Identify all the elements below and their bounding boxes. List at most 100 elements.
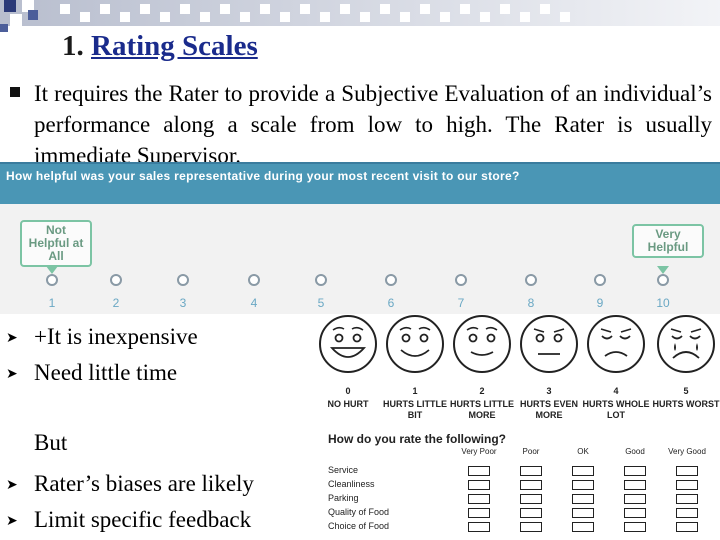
scale-option-6[interactable] [385, 274, 397, 286]
survey-checkbox[interactable] [624, 522, 646, 532]
arrow-bullet-icon: ➤ [6, 331, 18, 346]
face-label: NO HURT [327, 399, 369, 409]
survey-checkbox[interactable] [520, 466, 542, 476]
survey-checkbox[interactable] [624, 494, 646, 504]
main-bullet: It requires the Rater to provide a Subje… [6, 78, 712, 171]
scale-option-4[interactable] [248, 274, 260, 286]
face-neutral-icon [520, 315, 578, 373]
high-pointer-icon [657, 266, 669, 274]
survey-checkbox[interactable] [520, 494, 542, 504]
arrow-bullet-icon: ➤ [6, 478, 18, 493]
face-label: HURTS EVEN MORE [519, 399, 578, 420]
survey-checkbox[interactable] [572, 508, 594, 518]
survey-row-label: Choice of Food [328, 521, 390, 531]
survey-checkbox[interactable] [572, 466, 594, 476]
survey-row-label: Service [328, 465, 359, 475]
scale-option-1[interactable] [46, 274, 58, 286]
scale-option-2[interactable] [110, 274, 122, 286]
survey-checkbox[interactable] [676, 508, 698, 518]
scale-number: 6 [387, 296, 395, 310]
pro-item: ➤ Need little time [6, 356, 177, 392]
arrow-bullet-icon: ➤ [6, 514, 18, 529]
scale-option-8[interactable] [525, 274, 537, 286]
scale-number: 4 [250, 296, 258, 310]
scale-row: 1 2 3 4 5 6 7 8 9 10 [0, 274, 720, 314]
survey-column-header: Very Good [668, 447, 706, 456]
survey-checkbox[interactable] [676, 522, 698, 532]
face-number: 5 [683, 386, 689, 396]
survey-row-label: Parking [328, 493, 359, 503]
scale-number: 1 [48, 296, 56, 310]
face-label: HURTS LITTLE MORE [450, 399, 514, 420]
rating-survey: How do you rate the following? Very Poor… [326, 432, 720, 540]
face-label: HURTS LITTLE BIT [383, 399, 447, 420]
title-number: 1. [62, 30, 84, 62]
survey-checkbox[interactable] [468, 466, 490, 476]
survey-checkbox[interactable] [572, 480, 594, 490]
faces-scale: 0 NO HURT 1 HURTS LITTLE BIT 2 HURTS LITTLE M… [318, 314, 720, 424]
face-slight-smile-icon [453, 315, 511, 373]
square-bullet-icon [10, 87, 20, 97]
survey-checkbox[interactable] [676, 480, 698, 490]
scale-option-9[interactable] [594, 274, 606, 286]
survey-column-header: OK [577, 447, 589, 456]
survey-question: How do you rate the following? [328, 432, 506, 446]
survey-checkbox[interactable] [572, 494, 594, 504]
survey-checkbox[interactable] [676, 494, 698, 504]
survey-checkbox[interactable] [468, 522, 490, 532]
main-bullet-text: It requires the Rater to provide a Subje… [34, 81, 712, 168]
survey-checkbox[interactable] [572, 522, 594, 532]
face-number: 1 [412, 386, 418, 396]
face-laughing-icon [319, 315, 377, 373]
face-smiling-icon [386, 315, 444, 373]
scale-option-3[interactable] [177, 274, 189, 286]
survey-checkbox[interactable] [468, 508, 490, 518]
face-number: 4 [613, 386, 619, 396]
scale-number: 3 [179, 296, 187, 310]
survey-column-header: Good [625, 447, 645, 456]
scale-number: 7 [457, 296, 465, 310]
face-number: 0 [345, 386, 351, 396]
survey-checkbox[interactable] [520, 522, 542, 532]
survey-checkbox[interactable] [520, 480, 542, 490]
pro-item: ➤ +It is inexpensive [6, 320, 198, 356]
con-item: ➤ Limit specific feedback [6, 503, 251, 539]
face-label: HURTS WHOLE LOT [582, 399, 650, 420]
rating-question: How helpful was your sales representativ… [0, 164, 720, 204]
scale-number: 2 [112, 296, 120, 310]
scale-number: 9 [596, 296, 604, 310]
scale-number: 10 [656, 296, 670, 310]
rating-scale-panel: How helpful was your sales representativ… [0, 162, 720, 314]
slide-title: 1. Rating Scales [62, 30, 258, 63]
survey-checkbox[interactable] [624, 480, 646, 490]
survey-checkbox[interactable] [624, 508, 646, 518]
survey-checkbox[interactable] [676, 466, 698, 476]
face-number: 3 [546, 386, 552, 396]
scale-option-10[interactable] [657, 274, 669, 286]
but-text: But [34, 430, 68, 455]
scale-number: 8 [527, 296, 535, 310]
low-anchor-label: Not Helpful at All [20, 220, 92, 267]
high-anchor-label: Very Helpful [632, 224, 704, 258]
title-link[interactable]: Rating Scales [91, 30, 258, 62]
face-crying-icon [657, 315, 715, 373]
survey-checkbox[interactable] [468, 494, 490, 504]
low-pointer-icon [46, 266, 58, 274]
survey-checkbox[interactable] [624, 466, 646, 476]
survey-column-header: Very Poor [461, 447, 497, 456]
header-decoration [0, 0, 720, 32]
scale-number: 5 [317, 296, 325, 310]
survey-row-label: Cleanliness [328, 479, 375, 489]
face-label: HURTS WORST [652, 399, 720, 409]
survey-checkbox[interactable] [468, 480, 490, 490]
survey-column-header: Poor [522, 447, 540, 456]
anchor-pointers [46, 266, 669, 274]
scale-option-5[interactable] [315, 274, 327, 286]
con-item: ➤ Rater’s biases are likely [6, 467, 254, 503]
face-number: 2 [479, 386, 485, 396]
scale-option-7[interactable] [455, 274, 467, 286]
face-sad-icon [587, 315, 645, 373]
arrow-bullet-icon: ➤ [6, 367, 18, 382]
survey-row-label: Quality of Food [328, 507, 390, 517]
survey-checkbox[interactable] [520, 508, 542, 518]
